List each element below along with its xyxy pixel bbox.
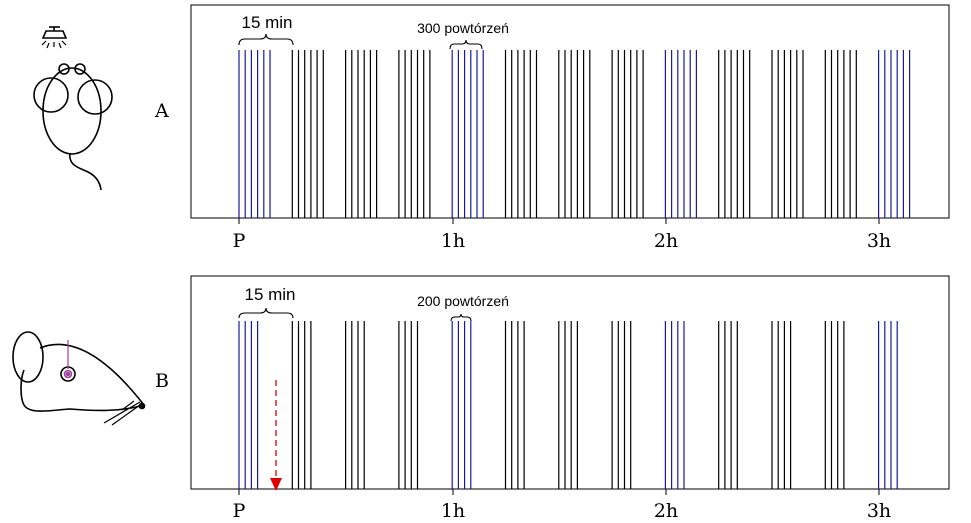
panel-b-interval-label: 15 min: [244, 285, 295, 304]
panel-a-tick-label-p: P: [233, 230, 246, 252]
panel-label-a: A: [154, 100, 169, 122]
panel-a-stimulus-lines: [238, 50, 911, 218]
panel-b-tick-label-1h: 1h: [441, 500, 465, 522]
panel-a-frame: [190, 4, 950, 219]
panel-b-repeat-label: 200 powtórzeń: [417, 293, 509, 309]
panel-a-tick-label-2h: 2h: [654, 230, 678, 252]
panel-b-tick-label-p: P: [233, 500, 246, 522]
panel-a-repeat-brace: [449, 39, 483, 50]
panel-a: 15 min 300 powtórzeń P 1h 2h 3h: [190, 4, 950, 252]
panel-b-tick-label-3h: 3h: [867, 500, 891, 522]
panel-a-interval-label: 15 min: [241, 13, 292, 32]
panel-label-b: B: [155, 370, 169, 392]
panel-a-axis: P 1h 2h 3h: [233, 218, 891, 252]
panel-b-frame: [190, 275, 950, 490]
panel-b-repeat-brace: [450, 313, 472, 322]
panel-a-tick-label-1h: 1h: [441, 230, 465, 252]
panel-a-repeat-label: 300 powtórzeń: [417, 20, 509, 36]
panel-b-tick-label-2h: 2h: [654, 500, 678, 522]
panel-b-stimulus-lines: [238, 321, 898, 489]
panel-b: 15 min 200 powtórzeń P 1h 2h 3h: [190, 275, 950, 522]
panel-b-interval-brace: [238, 307, 294, 319]
panel-a-interval-brace: [238, 33, 294, 46]
mouse-top-view-with-lamp-icon: [33, 26, 113, 191]
panel-b-axis: P 1h 2h 3h: [233, 489, 891, 522]
mouse-side-view-with-electrode-icon: [12, 331, 146, 426]
red-dashed-arrow: [270, 380, 282, 491]
panel-a-tick-label-3h: 3h: [867, 230, 891, 252]
